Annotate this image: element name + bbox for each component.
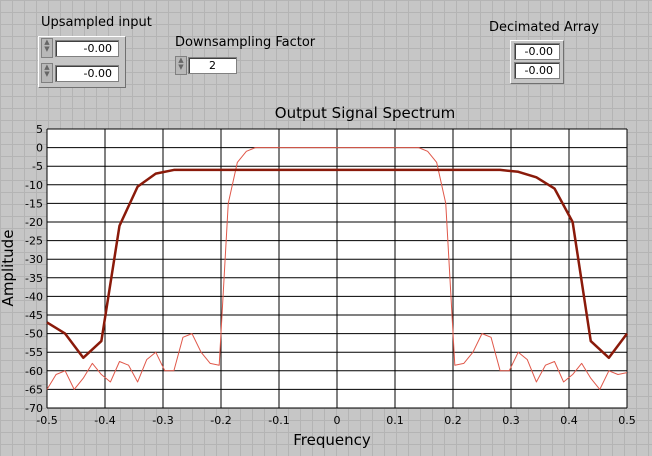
x-tick-label: 0.5 — [618, 414, 636, 427]
y-tick-label: -60 — [25, 365, 43, 378]
chart-title: Output Signal Spectrum — [275, 104, 455, 122]
indicator-label: Decimated Array — [489, 20, 599, 35]
y-tick-label: -65 — [25, 383, 43, 396]
x-tick-label: 0.3 — [502, 414, 520, 427]
index-spinner[interactable]: ▲ ▼ — [41, 38, 53, 58]
y-tick-label: -15 — [25, 197, 43, 210]
y-tick-label: 5 — [36, 123, 43, 136]
numeric-field[interactable]: -0.00 — [55, 65, 119, 82]
x-tick-label: 0.1 — [386, 414, 404, 427]
numeric-field[interactable]: -0.00 — [55, 40, 119, 57]
x-tick-label: -0.2 — [210, 414, 231, 427]
x-axis-label: Frequency — [293, 431, 371, 449]
x-tick-label: -0.5 — [36, 414, 57, 427]
x-tick-label: 0 — [334, 414, 341, 427]
y-tick-label: -30 — [25, 253, 43, 266]
x-tick-label: -0.4 — [94, 414, 115, 427]
y-tick-label: 0 — [36, 142, 43, 155]
y-tick-label: -35 — [25, 272, 43, 285]
control-label: Downsampling Factor — [175, 35, 316, 50]
y-axis-label: Amplitude — [0, 230, 17, 307]
x-tick-label: 0.4 — [560, 414, 578, 427]
index-spinner[interactable]: ▲ ▼ — [41, 63, 53, 83]
y-tick-label: -55 — [25, 346, 43, 359]
numeric-field[interactable]: 2 — [188, 57, 237, 74]
y-tick-label: -50 — [25, 328, 43, 341]
y-tick-label: -20 — [25, 216, 43, 229]
x-tick-label: -0.1 — [268, 414, 289, 427]
y-tick-label: -40 — [25, 290, 43, 303]
y-tick-label: -10 — [25, 179, 43, 192]
numeric-indicator: -0.00 — [514, 62, 560, 79]
x-tick-label: -0.3 — [152, 414, 173, 427]
series-line — [46, 168, 629, 360]
series-line — [46, 147, 628, 390]
y-tick-label: -45 — [25, 309, 43, 322]
y-tick-label: -5 — [32, 160, 43, 173]
y-tick-label: -70 — [25, 402, 43, 415]
x-tick-label: 0.2 — [444, 414, 462, 427]
control-label: Upsampled input — [41, 15, 152, 30]
increment-spinner[interactable]: ▲ ▼ — [175, 56, 187, 75]
y-tick-label: -25 — [25, 235, 43, 248]
numeric-indicator: -0.00 — [514, 43, 560, 60]
